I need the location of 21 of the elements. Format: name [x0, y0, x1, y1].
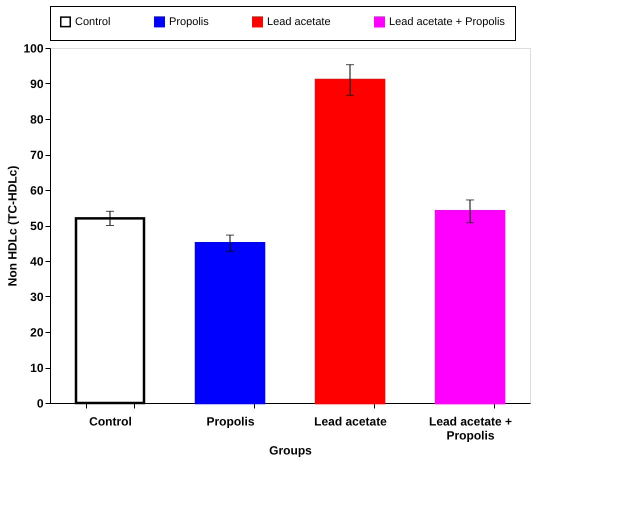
x-axis-title: Groups	[269, 444, 312, 458]
legend-label: Propolis	[169, 16, 210, 28]
y-tick-label: 0	[36, 396, 44, 410]
legend-label: Control	[75, 16, 110, 28]
y-tick-label: 40	[30, 254, 44, 268]
y-tick-label: 20	[30, 326, 44, 340]
x-tick-label: Lead acetate	[314, 414, 388, 428]
y-tick-label: 60	[30, 184, 44, 198]
legend-label: Lead acetate + Propolis	[389, 16, 506, 28]
y-axis-title: Non HDLc (TC-HDLc)	[5, 166, 20, 286]
y-tick-label: 50	[30, 219, 44, 233]
x-tick-label: Control	[89, 414, 132, 428]
y-tick-label: 70	[30, 148, 44, 162]
y-tick-label: 90	[30, 77, 44, 91]
y-tick-label: 100	[23, 42, 44, 56]
y-tick-label: 10	[30, 361, 44, 375]
y-tick-label: 30	[30, 290, 44, 304]
legend-label: Lead acetate	[267, 16, 331, 28]
x-tick-label: Propolis	[206, 414, 255, 428]
x-tick-label: Lead acetate + Propolis	[428, 414, 512, 442]
y-tick-label: 80	[30, 112, 44, 126]
